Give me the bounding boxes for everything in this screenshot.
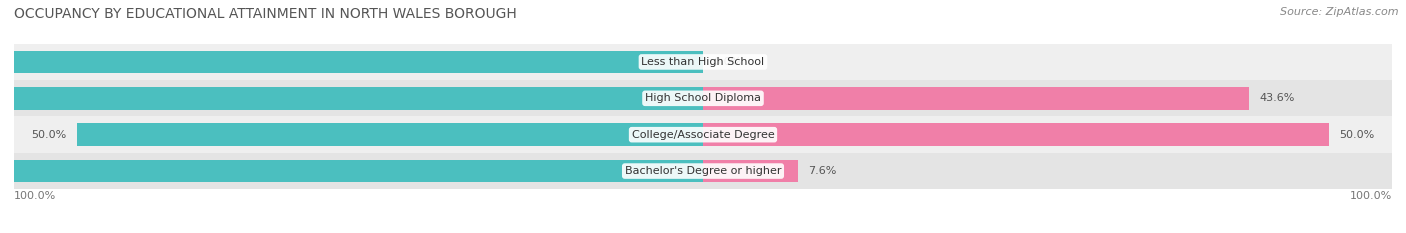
Bar bbox=[703, 87, 1249, 110]
Text: OCCUPANCY BY EDUCATIONAL ATTAINMENT IN NORTH WALES BOROUGH: OCCUPANCY BY EDUCATIONAL ATTAINMENT IN N… bbox=[14, 7, 517, 21]
Bar bbox=[14, 80, 1392, 116]
Bar bbox=[0, 87, 703, 110]
Text: College/Associate Degree: College/Associate Degree bbox=[631, 130, 775, 140]
Text: 100.0%: 100.0% bbox=[14, 191, 56, 201]
Bar bbox=[0, 51, 703, 73]
Bar bbox=[14, 44, 1392, 80]
Bar bbox=[0, 160, 703, 182]
Text: 0.0%: 0.0% bbox=[713, 57, 741, 67]
Text: 50.0%: 50.0% bbox=[1340, 130, 1375, 140]
Text: 50.0%: 50.0% bbox=[31, 130, 66, 140]
Bar bbox=[14, 116, 1392, 153]
Text: High School Diploma: High School Diploma bbox=[645, 93, 761, 103]
Bar bbox=[14, 153, 1392, 189]
Text: 7.6%: 7.6% bbox=[808, 166, 837, 176]
Text: Source: ZipAtlas.com: Source: ZipAtlas.com bbox=[1281, 7, 1399, 17]
Text: 43.6%: 43.6% bbox=[1260, 93, 1295, 103]
Bar bbox=[703, 160, 799, 182]
Text: Bachelor's Degree or higher: Bachelor's Degree or higher bbox=[624, 166, 782, 176]
Bar bbox=[77, 123, 703, 146]
Bar bbox=[703, 123, 1329, 146]
Text: 100.0%: 100.0% bbox=[1350, 191, 1392, 201]
Text: Less than High School: Less than High School bbox=[641, 57, 765, 67]
